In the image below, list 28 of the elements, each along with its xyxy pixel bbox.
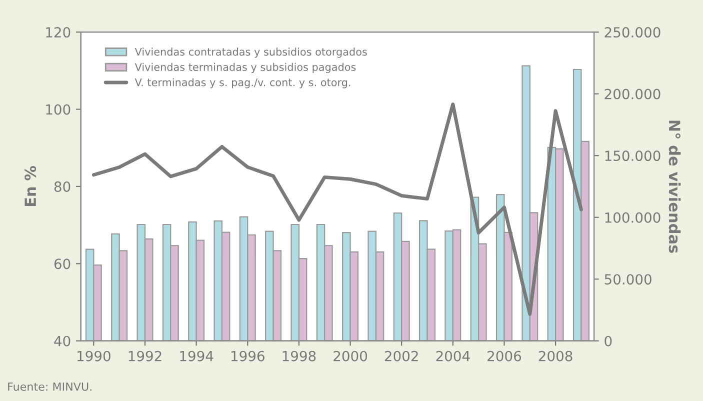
y-tick-label: 60	[54, 258, 70, 270]
line-series	[92, 102, 583, 316]
source-note: Fuente: MINVU.	[8, 382, 92, 391]
x-tick-label: 2000	[334, 350, 368, 362]
x-tick-label: 2008	[538, 350, 572, 362]
y2-axis-title: N° de viviendas	[668, 120, 681, 253]
x-tick-label: 2002	[384, 350, 418, 362]
y2-tick-label: 50.000	[604, 274, 652, 285]
x-tick-label: 1994	[180, 350, 214, 362]
y2-tick-label: 250.000	[604, 27, 660, 38]
x-tick-label: 1990	[78, 350, 110, 362]
legend-label: Viviendas terminadas y subsidios pagados	[134, 62, 356, 73]
y2-tick-label: 150.000	[605, 150, 660, 162]
y2-tick-label: 200.000	[604, 88, 660, 100]
y2-tick-label: 0	[604, 336, 612, 346]
y-tick-label: 40	[54, 336, 70, 346]
y-tick-label: 100	[46, 104, 70, 115]
x-tick-label: 2004	[436, 350, 470, 362]
x-tick-label: 1992	[128, 350, 162, 362]
y-axis-title: En %	[24, 166, 36, 206]
y-tick-label: 80	[54, 181, 70, 192]
x-tick-label: 1998	[282, 350, 316, 362]
y2-tick-label: 100.000	[605, 212, 660, 223]
legend-label: V. terminadas y s. pag./v. cont. y s. otorg.	[134, 78, 350, 88]
x-tick-label: 2006	[488, 350, 522, 362]
x-tick-label: 1996	[231, 350, 264, 362]
y-tick-label: 120	[46, 27, 70, 38]
legend-label: Viviendas contratadas y subsidios otorgados	[134, 48, 367, 58]
